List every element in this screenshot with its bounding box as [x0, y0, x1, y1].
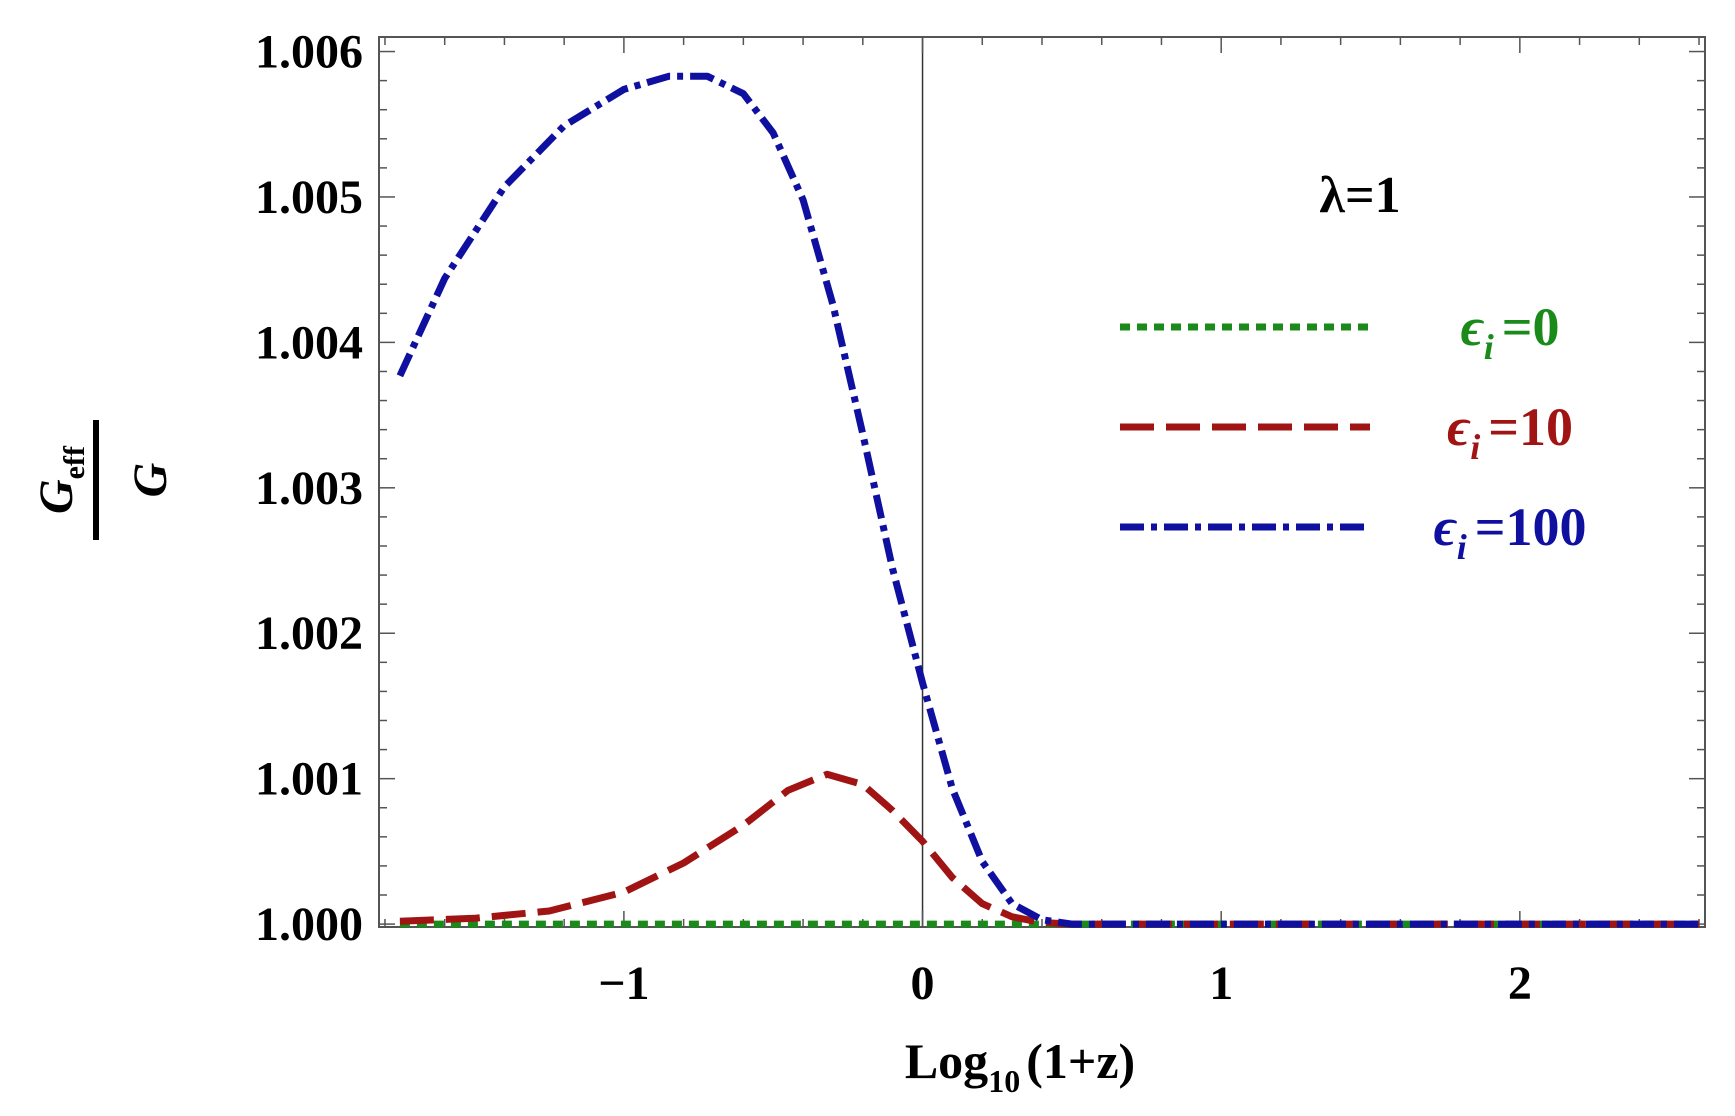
x-axis-label: Log10 (1+z) [905, 1033, 1135, 1099]
y-axis-label-den: G [124, 462, 177, 497]
series-line [399, 770, 1699, 928]
x-axis-label-rest: (1+z) [1026, 1033, 1135, 1089]
y-axis-label-num: G [30, 479, 83, 514]
annotation-lambda: λ=1 [1319, 167, 1400, 224]
y-axis-label: Geff G [30, 420, 177, 540]
y-axis-label-num-sub: eff [58, 445, 91, 479]
ticks [379, 37, 1705, 927]
series-line [396, 72, 1699, 928]
x-tick-label: 2 [1508, 957, 1532, 1010]
svg-text:Geff: Geff [30, 445, 91, 514]
y-tick-label: 1.006 [255, 26, 363, 79]
legend-label: ϵi =10 [1447, 397, 1573, 467]
series-group [396, 72, 1699, 928]
y-tick-label: 1.002 [255, 607, 363, 660]
y-tick-label: 1.000 [255, 898, 363, 951]
legend-label: ϵi =0 [1460, 297, 1559, 367]
x-tick-label: 1 [1209, 957, 1233, 1010]
legend: ϵi =0 ϵi =10 ϵi =100 [1120, 297, 1587, 567]
y-tick-label: 1.004 [255, 316, 363, 369]
y-tick-label: 1.005 [255, 171, 363, 224]
legend-label: ϵi =100 [1433, 497, 1586, 567]
y-tick-label: 1.003 [255, 462, 363, 515]
y-tick-label: 1.001 [255, 753, 363, 806]
tick-labels: −1 0 1 2 1.000 1.001 1.002 1.003 1.004 1.005 1.006 [255, 26, 1532, 1010]
plot-frame [378, 36, 1706, 928]
x-tick-label: 0 [911, 957, 935, 1010]
x-axis-label-sub: 10 [988, 1063, 1020, 1099]
x-axis-label-base: Log [905, 1033, 988, 1089]
x-tick-label: −1 [598, 957, 649, 1010]
